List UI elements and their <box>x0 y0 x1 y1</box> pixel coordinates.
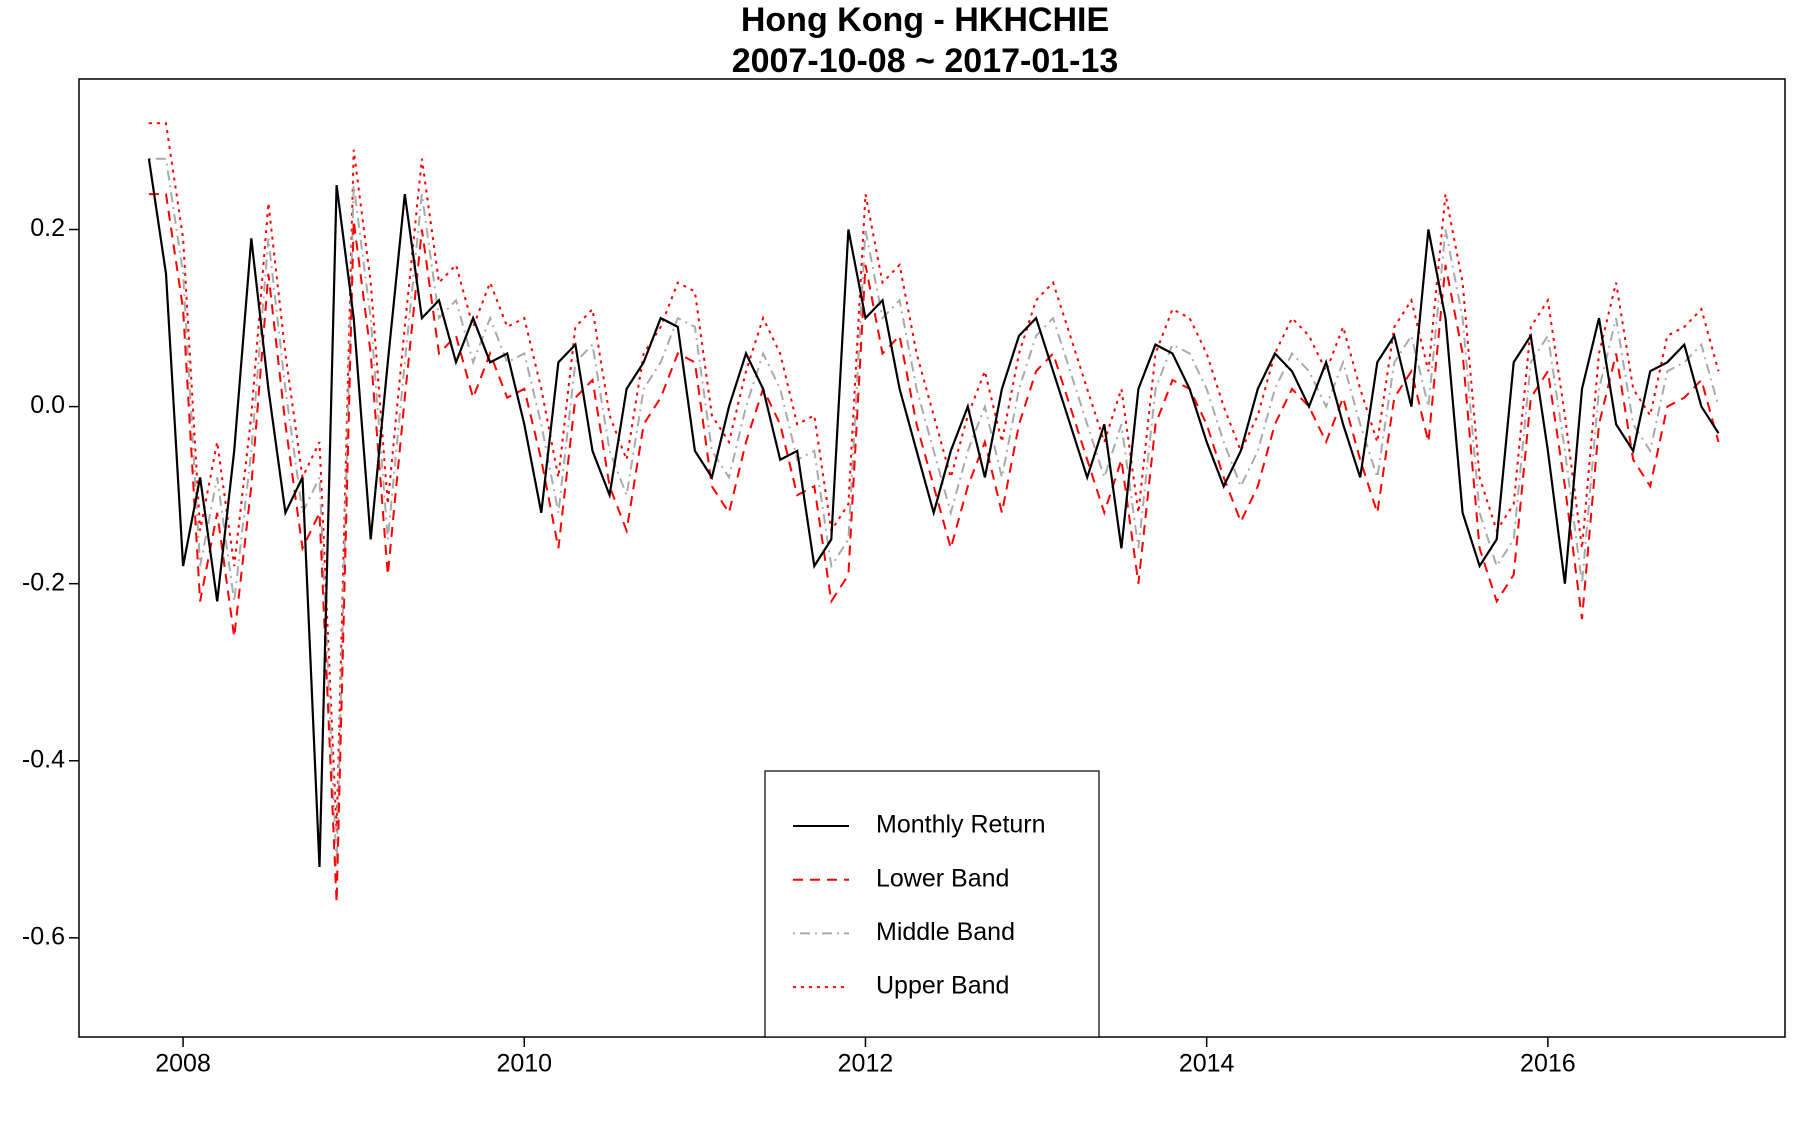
x-tick-label: 2008 <box>155 1050 211 1078</box>
y-tick-label: -0.2 <box>22 568 65 596</box>
legend-label: Upper Band <box>876 972 1009 1000</box>
series-line <box>148 122 1720 832</box>
chart-subtitle: 2007-10-08 ~ 2017-01-13 <box>732 42 1119 80</box>
y-tick-label: 0.0 <box>30 391 65 419</box>
legend-label: Middle Band <box>876 918 1015 946</box>
chart-title: Hong Kong - HKHCHIE <box>741 1 1109 39</box>
series-line <box>147 158 1720 868</box>
legend-label: Monthly Return <box>876 811 1046 839</box>
y-tick-label: -0.4 <box>22 745 65 773</box>
y-tick-label: -0.6 <box>22 922 65 950</box>
x-tick-label: 2014 <box>1179 1050 1235 1078</box>
legend-label: Lower Band <box>876 864 1009 892</box>
series-line <box>148 157 1720 868</box>
x-tick-label: 2012 <box>838 1050 894 1078</box>
x-tick-label: 2016 <box>1520 1050 1576 1078</box>
x-tick-label: 2010 <box>496 1050 552 1078</box>
y-tick-label: 0.2 <box>30 214 65 242</box>
series-line <box>148 193 1720 903</box>
legend-box <box>764 770 1100 1038</box>
